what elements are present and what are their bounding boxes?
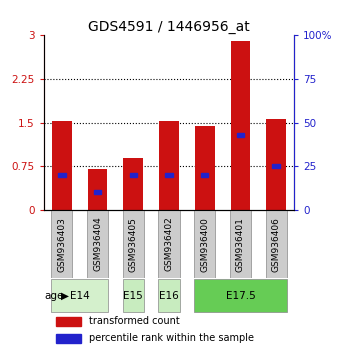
Bar [88, 169, 107, 210]
Text: GSM936404: GSM936404 [93, 217, 102, 272]
Bar [201, 173, 209, 177]
Bar [194, 210, 215, 278]
Bar [194, 279, 287, 312]
Bar [56, 334, 81, 343]
Bar [195, 126, 215, 210]
Bar [159, 210, 179, 278]
Bar [159, 279, 179, 312]
Bar [231, 41, 250, 210]
Text: E16: E16 [159, 291, 179, 301]
Title: GDS4591 / 1446956_at: GDS4591 / 1446956_at [88, 21, 250, 34]
Bar [230, 210, 251, 278]
Text: transformed count: transformed count [89, 316, 180, 326]
Bar [94, 190, 101, 194]
Bar [266, 210, 287, 278]
Text: percentile rank within the sample: percentile rank within the sample [89, 333, 254, 343]
Text: ▶: ▶ [61, 291, 69, 301]
Bar [237, 133, 244, 137]
Text: E14: E14 [70, 291, 90, 301]
Bar [272, 164, 280, 168]
Bar [165, 173, 173, 177]
Bar [159, 121, 179, 210]
Bar [51, 279, 108, 312]
Bar [52, 121, 72, 210]
Text: GSM936405: GSM936405 [129, 217, 138, 272]
Text: GSM936401: GSM936401 [236, 217, 245, 272]
Bar [51, 210, 72, 278]
Text: GSM936402: GSM936402 [165, 217, 173, 272]
Bar [87, 210, 108, 278]
Bar [129, 173, 137, 177]
Text: E15: E15 [123, 291, 143, 301]
Bar [266, 119, 286, 210]
Text: GSM936403: GSM936403 [57, 217, 66, 272]
Bar [123, 210, 144, 278]
Text: age: age [45, 291, 64, 301]
Bar [123, 279, 144, 312]
Text: GSM936400: GSM936400 [200, 217, 209, 272]
Bar [58, 173, 66, 177]
Text: GSM936406: GSM936406 [272, 217, 281, 272]
Bar [123, 158, 143, 210]
Bar [56, 317, 81, 325]
Text: E17.5: E17.5 [225, 291, 255, 301]
